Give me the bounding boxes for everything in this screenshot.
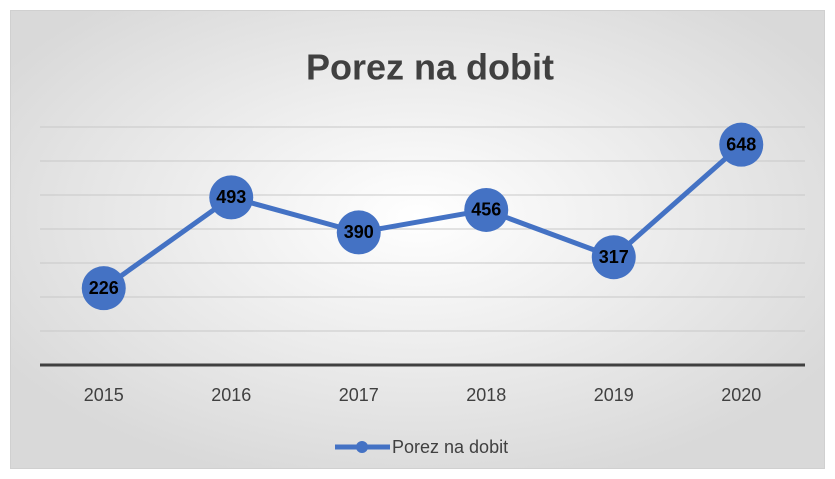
- data-label: 493: [216, 187, 246, 207]
- chart-title: Porez na dobit: [306, 47, 554, 88]
- marker: [81, 266, 126, 311]
- x-tick-label: 2015: [84, 385, 124, 405]
- x-tick-label: 2017: [339, 385, 379, 405]
- chart-background: [10, 10, 825, 469]
- x-tick-label: 2016: [211, 385, 251, 405]
- x-tick-label: 2019: [594, 385, 634, 405]
- data-label: 648: [726, 134, 756, 154]
- data-label: 390: [344, 222, 374, 242]
- marker: [719, 122, 764, 167]
- data-label: 317: [599, 247, 629, 267]
- marker: [464, 187, 509, 232]
- data-label: 456: [471, 200, 501, 220]
- x-tick-label: 2020: [721, 385, 761, 405]
- marker: [591, 235, 636, 280]
- marker: [336, 210, 381, 255]
- legend-label: Porez na dobit: [392, 437, 508, 457]
- data-label: 226: [89, 278, 119, 298]
- marker: [209, 175, 254, 220]
- x-tick-label: 2018: [466, 385, 506, 405]
- line: [102, 142, 743, 291]
- legend-marker: [356, 441, 368, 453]
